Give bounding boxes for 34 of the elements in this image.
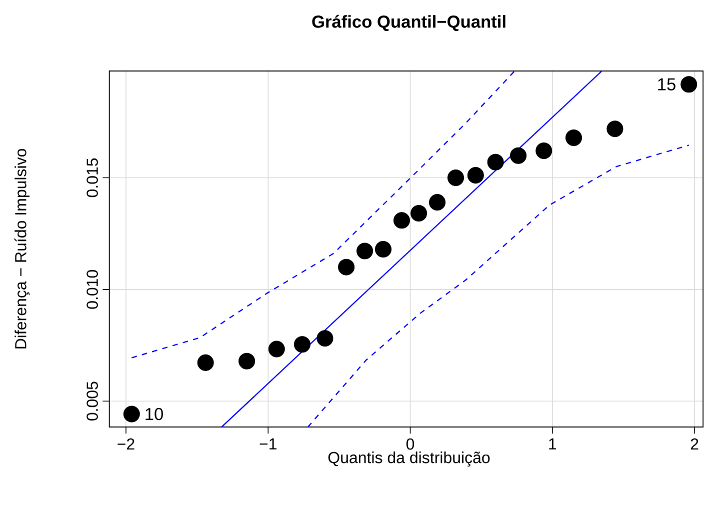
point xyxy=(294,336,310,353)
point xyxy=(447,169,464,186)
point xyxy=(197,354,214,371)
point xyxy=(606,120,624,138)
annotation: 10 xyxy=(146,408,163,420)
point xyxy=(536,142,552,159)
y-tick-label: 0.005 xyxy=(86,382,98,420)
y-tick-label: 0.015 xyxy=(86,158,98,198)
point xyxy=(374,240,392,258)
point xyxy=(467,167,484,184)
x-axis-title: Quantis da distribuição xyxy=(328,452,490,466)
point xyxy=(123,406,140,422)
point xyxy=(510,147,527,164)
x-tick-label: 1 xyxy=(549,438,556,450)
line-series xyxy=(307,144,690,427)
point xyxy=(393,212,410,229)
chart-title: Gráfico Quantil−Quantil xyxy=(312,14,506,32)
point xyxy=(356,242,374,260)
point xyxy=(316,330,334,347)
x-tick-label: −1 xyxy=(260,438,276,450)
x-tick-label: 0 xyxy=(406,438,414,450)
x-tick-label: 2 xyxy=(690,438,698,450)
point xyxy=(428,194,446,211)
point xyxy=(268,340,285,358)
annotation: 15 xyxy=(658,78,676,90)
point xyxy=(338,258,355,276)
x-tick-label: −2 xyxy=(118,438,134,450)
line-series xyxy=(131,71,515,358)
point xyxy=(238,352,256,370)
y-tick-label: 0.010 xyxy=(86,270,98,309)
point xyxy=(410,204,428,222)
point xyxy=(565,130,582,146)
point xyxy=(487,154,504,170)
y-axis-title: Diferença − Ruído Impulsivo xyxy=(14,149,30,348)
